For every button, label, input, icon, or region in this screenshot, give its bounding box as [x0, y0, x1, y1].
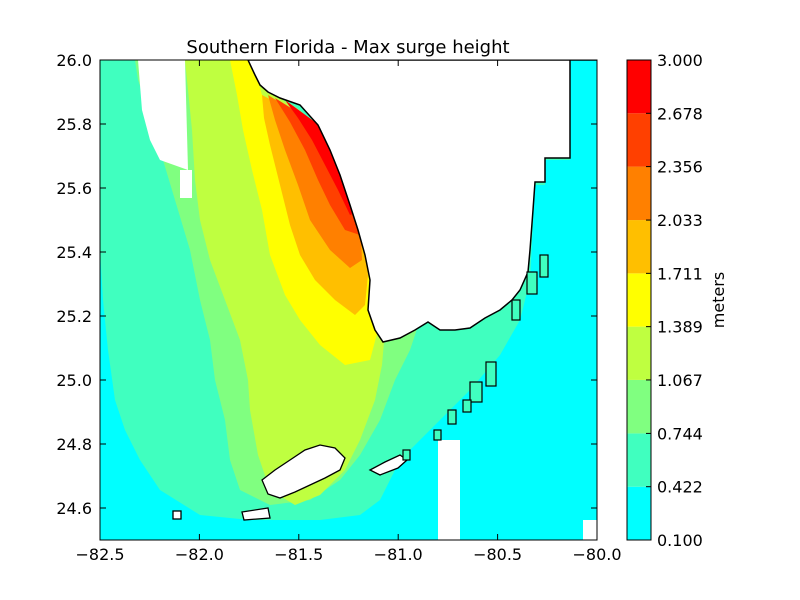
x-tick-label: −80.5 [473, 545, 522, 564]
y-tick-label: 25.6 [56, 179, 92, 198]
colorbar-segment [627, 220, 651, 274]
surge-field [100, 60, 597, 540]
y-tick-label: 25.8 [56, 115, 92, 134]
chart-title: Southern Florida - Max surge height [186, 37, 509, 58]
y-tick-label: 25.0 [56, 371, 92, 390]
colorbar-segment [627, 379, 651, 434]
colorbar-tick-label: 0.100 [657, 531, 703, 550]
y-tick-label: 25.2 [56, 307, 92, 326]
x-tick-label: −81.0 [374, 545, 423, 564]
colorbar-segment [627, 113, 651, 167]
colorbar [626, 59, 652, 541]
colorbar-segment [627, 326, 651, 380]
colorbar-tick-label: 1.711 [657, 264, 703, 283]
y-axis: 26.0 25.8 25.6 25.4 25.2 25.0 24.8 24.6 [56, 51, 597, 518]
colorbar-tick-label: 2.678 [657, 104, 703, 123]
y-tick-label: 24.6 [56, 499, 92, 518]
florida-keys [172, 444, 409, 521]
x-tick-label: −80.0 [572, 545, 621, 564]
y-tick-label: 25.4 [56, 243, 92, 262]
colorbar-tick-label: 0.744 [657, 424, 703, 443]
plot-frame [99, 59, 598, 541]
colorbar-segment [627, 60, 651, 114]
colorbar-segment [627, 166, 651, 221]
y-tick-label: 26.0 [56, 51, 92, 70]
biscayne-keys [402, 254, 549, 461]
surge-band-2.033-2.356 [268, 95, 362, 268]
colorbar-tick-label: 1.389 [657, 318, 703, 337]
colorbar-tick-label: 3.000 [657, 51, 703, 70]
surge-band-2.356-2.678 [275, 98, 360, 235]
x-axis: −82.5 −82.0 −81.5 −81.0 −80.5 −80.0 [75, 60, 622, 564]
colorbar-tick-label: 2.356 [657, 158, 703, 177]
mainland-florida [247, 60, 597, 343]
x-tick-label: −81.5 [274, 545, 323, 564]
colorbar-frame [626, 59, 652, 541]
white-gap-4 [583, 520, 597, 540]
colorbar-segment [627, 486, 651, 540]
colorbar-segment [627, 273, 651, 327]
white-gap-2 [180, 170, 192, 198]
white-gap-3 [438, 440, 460, 540]
x-tick-label: −82.5 [75, 545, 124, 564]
colorbar-tick-label: 2.033 [657, 211, 703, 230]
surge-band-2.678-3.000 [285, 100, 358, 215]
colorbar-tick-label: 1.067 [657, 371, 703, 390]
y-tick-label: 24.8 [56, 435, 92, 454]
colorbar-segment [627, 433, 651, 487]
colorbar-label: meters [709, 272, 728, 328]
upper-left-white-gap [138, 60, 188, 170]
colorbar-tick-label: 0.422 [657, 478, 703, 497]
x-tick-label: −82.0 [175, 545, 224, 564]
colorbar-ticks: 0.100 0.422 0.744 1.067 1.389 1.711 2.033 2.356… [646, 51, 703, 550]
